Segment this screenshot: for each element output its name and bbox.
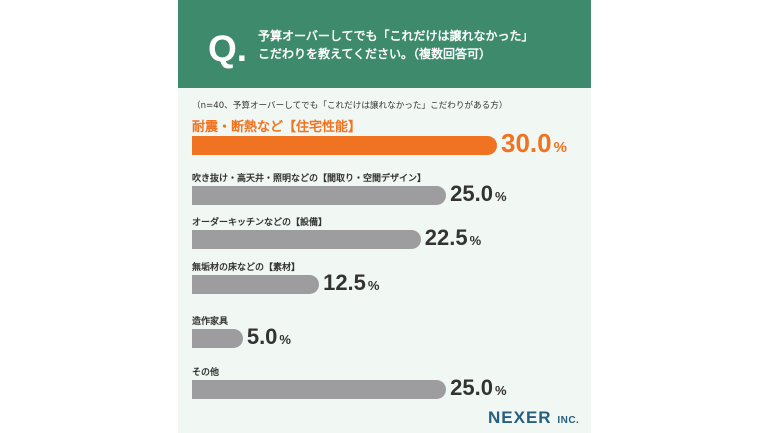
value-label: 25.0%	[450, 375, 506, 401]
value-number: 30.0	[501, 128, 552, 158]
question-header	[178, 0, 591, 88]
value-unit: %	[553, 139, 567, 156]
question-line-1: 予算オーバーしてでも「これだけは譲れなかった」	[258, 29, 534, 43]
bar	[192, 275, 320, 294]
value-unit: %	[367, 278, 380, 293]
bar	[192, 186, 447, 205]
bar	[192, 230, 421, 249]
value-number: 25.0	[450, 181, 493, 206]
category-label: オーダーキッチンなどの【設備】	[192, 218, 328, 228]
bar	[192, 380, 447, 399]
value-label: 5.0%	[247, 324, 291, 350]
question-mark: Q.	[208, 28, 248, 69]
sample-note: （n=40、予算オーバーしてでも「これだけは譲れなかった」こだわりがある方）	[192, 101, 508, 111]
value-label: 30.0%	[501, 128, 567, 159]
value-label: 25.0%	[450, 181, 506, 207]
value-unit: %	[469, 233, 482, 248]
value-number: 22.5	[424, 225, 468, 250]
category-label: 造作家具	[192, 317, 229, 327]
category-label: 耐震・断熱など【住宅性能】	[192, 120, 362, 135]
logo-name: NEXER	[488, 408, 552, 427]
value-unit: %	[494, 383, 507, 398]
logo-suffix: INC.	[557, 415, 580, 426]
value-unit: %	[494, 189, 507, 204]
value-number: 5.0	[246, 324, 278, 349]
bar	[192, 329, 243, 348]
nexer-logo: NEXER INC.	[488, 408, 579, 428]
category-label: 無垢材の床などの【素材】	[192, 263, 301, 273]
value-label: 22.5%	[425, 225, 481, 251]
value-label: 12.5%	[323, 270, 379, 296]
category-label: 吹き抜け・高天井・照明などの【間取り・空間デザイン】	[192, 174, 427, 184]
value-unit: %	[279, 332, 291, 347]
question-text: 予算オーバーしてでも「これだけは譲れなかった」 こだわりを教えてください。（複数…	[258, 27, 583, 63]
value-number: 12.5	[323, 270, 366, 295]
question-line-2: こだわりを教えてください。（複数回答可）	[258, 47, 492, 61]
value-number: 25.0	[450, 375, 493, 400]
bar	[192, 136, 497, 155]
category-label: その他	[192, 368, 220, 378]
